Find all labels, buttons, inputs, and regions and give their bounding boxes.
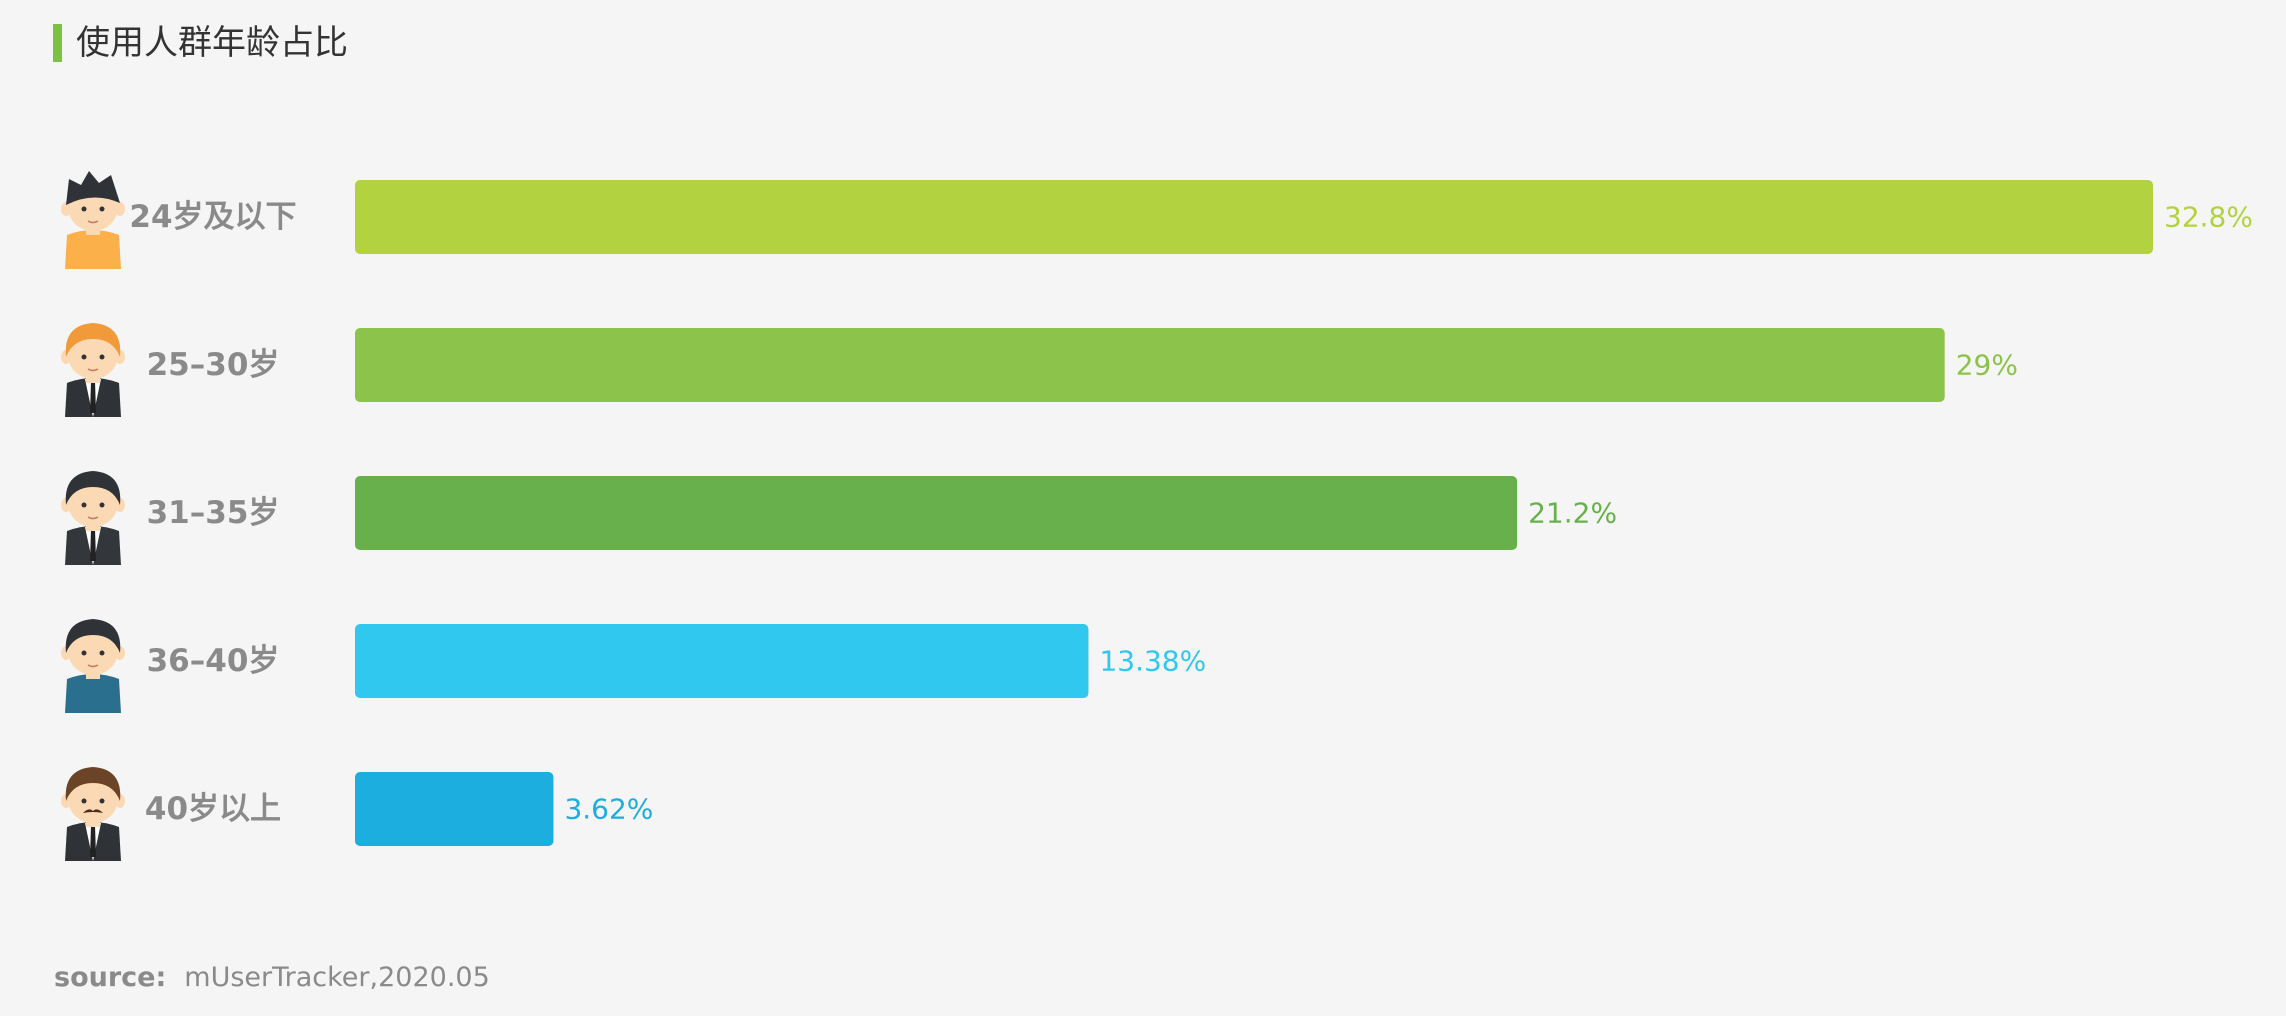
source-note: source: mUserTracker,2020.05: [54, 962, 490, 993]
bar: [355, 180, 2153, 254]
source-value: mUserTracker,2020.05: [184, 962, 490, 993]
man-in-suit-icon: [61, 471, 125, 565]
bar-value-label: 21.2%: [1528, 497, 1617, 530]
bar-chart: 24岁及以下 32.8% 25–30岁 29% 31–35岁 21.2% 36–40岁 13.…: [61, 171, 2253, 861]
source-label: source:: [54, 962, 167, 993]
mustached-man-icon: [61, 767, 125, 861]
bar: [355, 772, 554, 846]
category-label: 31–35岁: [147, 495, 280, 531]
category-label: 36–40岁: [147, 643, 280, 679]
man-in-tshirt-icon: [61, 619, 125, 713]
title-text: 使用人群年龄占比: [76, 23, 348, 63]
bar-value-label: 29%: [1956, 349, 2018, 382]
bar: [355, 624, 1089, 698]
chart-title: 使用人群年龄占比: [53, 24, 348, 62]
bar: [355, 328, 1945, 402]
category-label: 40岁以上: [145, 791, 281, 827]
young-man-icon: [61, 171, 125, 269]
bar: [355, 476, 1518, 550]
bar-value-label: 3.62%: [564, 793, 653, 826]
bar-value-label: 32.8%: [2164, 201, 2253, 234]
bar-value-label: 13.38%: [1099, 645, 1206, 678]
title-accent-bar: [53, 24, 62, 62]
ginger-man-in-suit-icon: [61, 323, 125, 417]
category-label: 24岁及以下: [129, 199, 296, 235]
category-label: 25–30岁: [147, 347, 280, 383]
